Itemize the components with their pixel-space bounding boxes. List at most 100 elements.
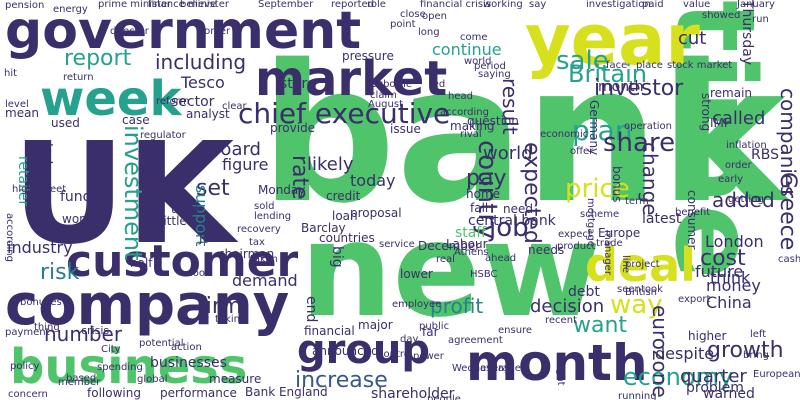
word-including: including bbox=[155, 50, 247, 74]
word-ensure: ensure bbox=[498, 325, 533, 336]
word-total: total bbox=[171, 202, 199, 216]
word-way: way bbox=[610, 290, 663, 320]
word-government: government bbox=[5, 1, 362, 61]
word-claim: claim bbox=[370, 90, 397, 101]
word-bank: bank bbox=[260, 24, 786, 245]
word-little: little bbox=[160, 214, 187, 228]
word-regulator: regulator bbox=[140, 130, 186, 141]
word-world: world bbox=[483, 143, 533, 164]
word-growth: growth bbox=[707, 338, 784, 363]
word-shareholder: shareholder bbox=[371, 386, 455, 400]
word-uk: UK bbox=[12, 113, 235, 276]
word-according: according bbox=[440, 107, 489, 118]
word-likely: likely bbox=[307, 154, 354, 175]
word-inflation: inflation bbox=[726, 140, 767, 151]
word-bank-england: Bank England bbox=[245, 385, 328, 399]
word-lending: lending bbox=[254, 211, 292, 222]
word-european: European bbox=[753, 369, 800, 380]
word-month: month bbox=[466, 334, 648, 392]
word-september: September bbox=[258, 0, 314, 10]
word-consumer: consumer bbox=[685, 190, 699, 250]
word-rival: rival bbox=[460, 129, 482, 140]
word-member: member bbox=[58, 377, 101, 388]
word-customer: customer bbox=[66, 236, 299, 287]
word-early: early bbox=[718, 174, 744, 185]
word-quarter: quarter bbox=[680, 366, 747, 387]
word-new: new bbox=[300, 194, 601, 346]
word-period: period bbox=[474, 61, 506, 72]
word-getting: getting bbox=[728, 194, 764, 205]
word-needs: needs bbox=[528, 243, 565, 257]
word-chief-executive: chief executive bbox=[238, 97, 451, 130]
word-bonuses: bonuses bbox=[20, 297, 62, 308]
word-barclay: Barclay bbox=[301, 221, 346, 235]
word-tax: tax bbox=[249, 237, 265, 248]
word-loan: loan bbox=[332, 209, 358, 223]
word-monday: Monday bbox=[258, 183, 306, 197]
word-investigation: investigation bbox=[586, 0, 651, 10]
word-august: August bbox=[368, 99, 403, 110]
word-manager: manager bbox=[602, 230, 613, 275]
word-stock-market: stock market bbox=[667, 60, 733, 71]
word-hit: hit bbox=[4, 68, 18, 79]
word-look: look bbox=[190, 268, 211, 279]
word-january: January bbox=[737, 0, 775, 10]
word-debt: debt bbox=[568, 284, 600, 300]
word-running: running bbox=[618, 391, 657, 400]
word-chairman: chairman bbox=[218, 247, 275, 261]
word-finance-minister: finance minister bbox=[148, 0, 229, 10]
word-sold: sold bbox=[254, 201, 275, 212]
word-athens: Athens bbox=[454, 247, 489, 258]
word-expect: expect bbox=[558, 229, 592, 240]
word-group: group bbox=[297, 327, 430, 373]
word-business: business bbox=[10, 339, 248, 395]
word-london: London bbox=[705, 232, 764, 251]
word-public: public bbox=[419, 321, 450, 332]
word-took: took bbox=[641, 284, 663, 295]
word-report: report bbox=[64, 46, 132, 71]
word-mortgage: mortgage bbox=[585, 198, 596, 247]
word-value: value bbox=[683, 0, 711, 10]
word-recent: recent bbox=[545, 315, 577, 326]
word-need: need bbox=[503, 202, 533, 216]
word-showed: showed bbox=[702, 10, 741, 21]
word-strong: strong bbox=[699, 93, 713, 132]
word-plan: plan bbox=[572, 114, 633, 147]
word-project: project bbox=[625, 259, 660, 270]
word-point: point bbox=[390, 19, 416, 30]
word-sector: sector bbox=[171, 94, 215, 110]
word-run: run bbox=[752, 14, 769, 25]
word-people: people bbox=[427, 394, 461, 400]
word-spending: spending bbox=[97, 362, 143, 373]
word-role: role bbox=[367, 0, 386, 10]
word-increase: increase bbox=[295, 368, 388, 393]
word-following: following bbox=[87, 386, 141, 400]
word-market: market bbox=[255, 51, 448, 107]
word-world: world bbox=[464, 56, 492, 67]
word-case: case bbox=[122, 113, 150, 127]
word-credit: credit bbox=[326, 189, 361, 203]
word-seen: seen bbox=[617, 284, 641, 295]
word-paid: paid bbox=[642, 0, 664, 10]
word-employee: employee bbox=[392, 299, 442, 310]
word-economy: economy bbox=[623, 363, 734, 391]
word-right: right bbox=[555, 362, 566, 386]
word-mean: mean bbox=[5, 106, 40, 120]
word-director: director bbox=[110, 26, 149, 37]
word-figure: figure bbox=[222, 155, 269, 174]
word-latest: latest bbox=[642, 211, 682, 227]
word-want: want bbox=[573, 313, 628, 338]
word-firm: firm bbox=[198, 294, 242, 319]
word-money: money bbox=[706, 276, 761, 295]
word-week: week bbox=[40, 71, 182, 127]
word-rbs: RBS bbox=[751, 147, 779, 163]
word-thing: thing bbox=[34, 322, 60, 333]
word-risk: risk bbox=[40, 260, 80, 285]
word-global: global bbox=[137, 374, 168, 385]
word-prime-minister: prime minister bbox=[98, 0, 172, 10]
word-future: future bbox=[695, 262, 744, 281]
word-issue: issue bbox=[390, 122, 421, 136]
word-analyst: analyst bbox=[186, 107, 230, 121]
word-major: major bbox=[358, 318, 393, 332]
